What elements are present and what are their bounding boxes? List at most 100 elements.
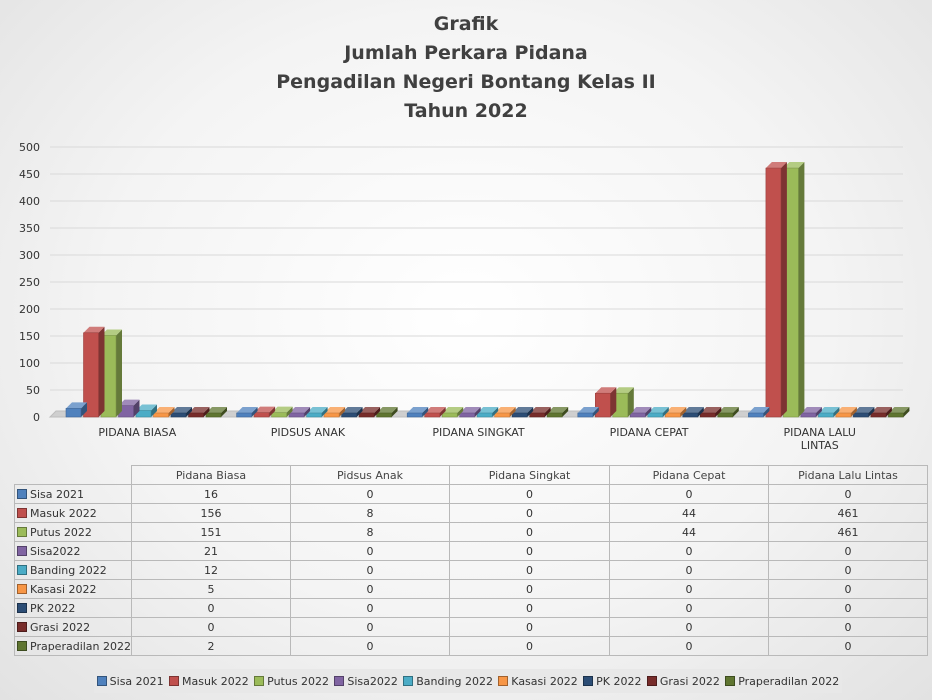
table-column-header: Pidsus Anak (290, 465, 451, 485)
bar-front (546, 412, 563, 418)
bar-side (286, 406, 293, 417)
bar (271, 406, 293, 418)
bar-side (627, 387, 634, 417)
bar-top (118, 399, 140, 406)
table-cell: 0 (290, 579, 451, 599)
bar (65, 402, 87, 418)
legend-swatch (169, 676, 179, 686)
legend-label: Banding 2022 (416, 674, 493, 688)
bar-side (81, 402, 87, 417)
bar-top (407, 407, 429, 413)
bar-side (562, 407, 569, 417)
legend-label: Kasasi 2022 (511, 674, 578, 688)
bar-side (168, 407, 175, 417)
bar-top (254, 406, 276, 413)
table-row-label: Praperadilan 2022 (13, 636, 133, 656)
table-cell: 0 (768, 579, 929, 599)
bar (253, 406, 276, 418)
bar-top (835, 407, 857, 413)
bar-top (153, 407, 175, 413)
series-name: Putus 2022 (30, 525, 92, 539)
bar-top (188, 407, 210, 413)
table-cell: 0 (609, 598, 770, 618)
series-name: Sisa 2021 (30, 487, 85, 501)
bar (870, 407, 892, 418)
series-swatch (17, 564, 27, 575)
bar (406, 407, 429, 418)
bar-side (269, 406, 276, 417)
bar-front (664, 412, 681, 418)
bar-side (374, 407, 381, 417)
series-name: Masuk 2022 (30, 506, 97, 520)
table-row: Putus 2022 151 8 0 44 461 (13, 522, 929, 542)
bar-front (594, 392, 611, 418)
bar-side (474, 407, 481, 417)
table-cell: 0 (768, 484, 929, 504)
chart-title-line-3: Pengadilan Negeri Bontang Kelas II (276, 71, 656, 93)
bar-top (289, 407, 311, 413)
table-cell: 0 (768, 560, 929, 580)
chart-title: Grafik Jumlah Perkara Pidana Pengadilan … (0, 10, 932, 126)
bar-top (853, 407, 875, 413)
bar-front (170, 412, 187, 418)
bar-top (765, 162, 787, 169)
table-cell: 0 (768, 598, 929, 618)
table-row-label: Sisa 2021 (13, 484, 133, 504)
y-tick-label: 250 (19, 276, 40, 289)
legend-swatch (254, 676, 265, 686)
bar-side (798, 162, 805, 417)
table-cell: 0 (609, 617, 770, 637)
bar (459, 407, 481, 418)
table-cell: 8 (290, 522, 451, 542)
bar (476, 407, 499, 418)
table-cell: 0 (609, 560, 770, 580)
table-corner (14, 465, 133, 485)
bar-top (630, 407, 652, 413)
table-cell: 0 (131, 598, 292, 618)
bar (441, 407, 464, 418)
bar-top (665, 407, 687, 413)
bar (664, 407, 687, 418)
bar-top (717, 407, 739, 413)
bar-front (800, 412, 817, 418)
bar-front (205, 412, 222, 418)
bar-side (492, 407, 499, 417)
bar-front (699, 412, 716, 418)
bar-front (65, 408, 82, 418)
bar-side (850, 407, 857, 417)
bar-front (511, 412, 528, 418)
bar-front (577, 412, 594, 418)
bar-top (171, 407, 192, 413)
bar-side (592, 407, 599, 417)
series-swatch (17, 545, 27, 556)
legend-item: PK 2022 (583, 675, 641, 688)
bar-top (477, 407, 499, 413)
bar-front (682, 412, 699, 418)
bar-top (612, 387, 634, 394)
bar-front (765, 167, 782, 418)
table-row-label: Grasi 2022 (13, 617, 133, 637)
table-cell: 21 (131, 541, 292, 561)
series-swatch (17, 507, 27, 518)
bar (888, 407, 910, 418)
bar-side (763, 407, 770, 417)
legend-item: Banding 2022 (403, 675, 493, 688)
legend-swatch (403, 676, 414, 686)
legend-swatch (646, 676, 657, 686)
bar (236, 407, 258, 418)
bar-top (700, 407, 722, 413)
table-row: Grasi 2022 0 0 0 0 0 (13, 617, 929, 637)
bar (511, 407, 534, 418)
table-cell: 0 (609, 579, 770, 599)
legend-swatch (725, 676, 736, 686)
series-swatch (17, 621, 27, 632)
bar (358, 407, 381, 418)
table-cell: 0 (290, 636, 451, 656)
legend-item: Kasasi 2022 (498, 675, 578, 688)
x-tick-label: LINTAS (801, 439, 839, 452)
bar-top (682, 407, 704, 413)
bar (306, 407, 328, 418)
bar-top (442, 407, 464, 413)
bar-side (321, 407, 328, 417)
y-tick-label: 0 (33, 411, 40, 424)
